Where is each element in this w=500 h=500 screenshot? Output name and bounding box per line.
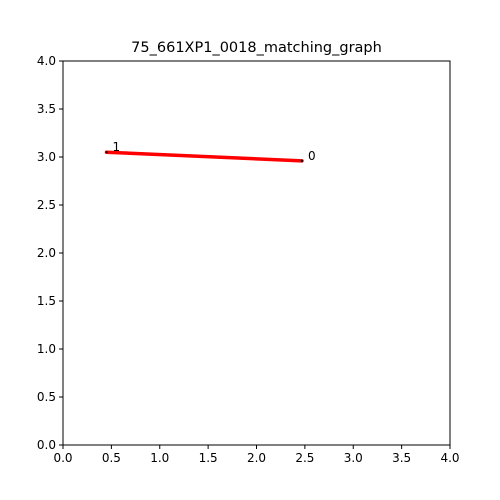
edge-line (104, 150, 304, 163)
y-tick-label: 3.0 (37, 150, 56, 164)
x-tick-label: 1.0 (150, 451, 169, 465)
x-tick-label: 3.5 (392, 451, 411, 465)
x-tick-label: 3.0 (344, 451, 363, 465)
plot-area: 0.0 0.5 1.0 1.5 2.0 2.5 3.0 3.5 4.0 0.0 0.5 1.0 1.5 2… (37, 54, 460, 465)
y-tick-label: 1.5 (37, 294, 56, 308)
axes-frame (62, 60, 451, 446)
node-point (300, 159, 304, 163)
x-tick-label: 2.0 (247, 451, 266, 465)
node-point (105, 151, 108, 154)
y-tick-label: 2.0 (37, 246, 56, 260)
x-tick-label: 2.5 (295, 451, 314, 465)
y-tick-label: 1.0 (37, 342, 56, 356)
y-tick-label: 2.5 (37, 198, 56, 212)
x-tick-label: 0.0 (53, 451, 72, 465)
x-tick-label: 4.0 (440, 451, 459, 465)
y-tick-label: 0.0 (37, 438, 56, 452)
y-tick-label: 3.5 (37, 102, 56, 116)
node-label: 0 (308, 149, 316, 163)
x-tick-label: 1.5 (199, 451, 218, 465)
y-tick-label: 0.5 (37, 390, 56, 404)
node-label: 1 (113, 140, 121, 154)
chart-title: 75_661XP1_0018_matching_graph (131, 40, 382, 56)
y-tick-label: 4.0 (37, 54, 56, 68)
x-tick-label: 0.5 (102, 451, 121, 465)
